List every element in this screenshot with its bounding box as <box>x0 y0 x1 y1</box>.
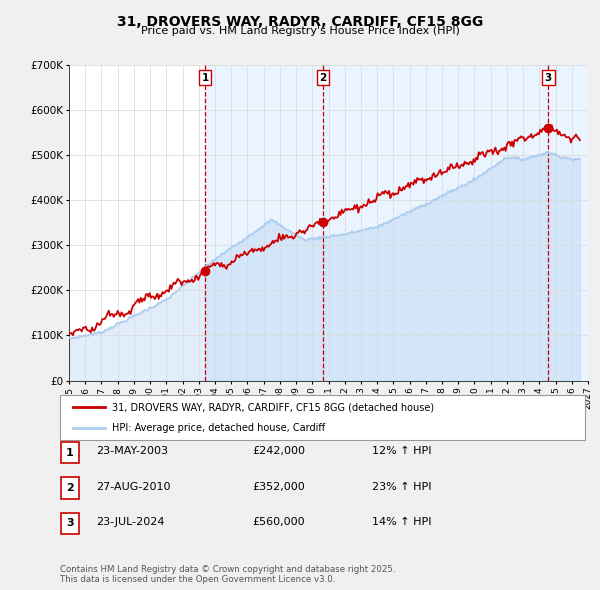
Bar <box>205 65 323 381</box>
Text: £352,000: £352,000 <box>252 482 305 491</box>
Text: 2: 2 <box>66 483 74 493</box>
FancyBboxPatch shape <box>61 513 79 534</box>
Text: £560,000: £560,000 <box>252 517 305 527</box>
Text: Price paid vs. HM Land Registry's House Price Index (HPI): Price paid vs. HM Land Registry's House … <box>140 26 460 36</box>
Text: 12% ↑ HPI: 12% ↑ HPI <box>372 447 431 456</box>
Text: 3: 3 <box>66 519 74 528</box>
Text: 31, DROVERS WAY, RADYR, CARDIFF, CF15 8GG (detached house): 31, DROVERS WAY, RADYR, CARDIFF, CF15 8G… <box>113 402 434 412</box>
FancyBboxPatch shape <box>61 477 79 499</box>
Text: 23% ↑ HPI: 23% ↑ HPI <box>372 482 431 491</box>
Text: Contains HM Land Registry data © Crown copyright and database right 2025.
This d: Contains HM Land Registry data © Crown c… <box>60 565 395 584</box>
FancyBboxPatch shape <box>61 442 79 463</box>
Text: 2: 2 <box>319 73 326 83</box>
Text: 3: 3 <box>545 73 552 83</box>
Text: HPI: Average price, detached house, Cardiff: HPI: Average price, detached house, Card… <box>113 422 326 432</box>
Text: 23-JUL-2024: 23-JUL-2024 <box>96 517 164 527</box>
Bar <box>323 65 548 381</box>
Text: 23-MAY-2003: 23-MAY-2003 <box>96 447 168 456</box>
Text: 31, DROVERS WAY, RADYR, CARDIFF, CF15 8GG: 31, DROVERS WAY, RADYR, CARDIFF, CF15 8G… <box>117 15 483 29</box>
Bar <box>548 65 588 381</box>
Text: 14% ↑ HPI: 14% ↑ HPI <box>372 517 431 527</box>
FancyBboxPatch shape <box>60 395 585 440</box>
Text: 1: 1 <box>202 73 209 83</box>
Text: 1: 1 <box>66 448 74 457</box>
Text: 27-AUG-2010: 27-AUG-2010 <box>96 482 170 491</box>
Text: £242,000: £242,000 <box>252 447 305 456</box>
